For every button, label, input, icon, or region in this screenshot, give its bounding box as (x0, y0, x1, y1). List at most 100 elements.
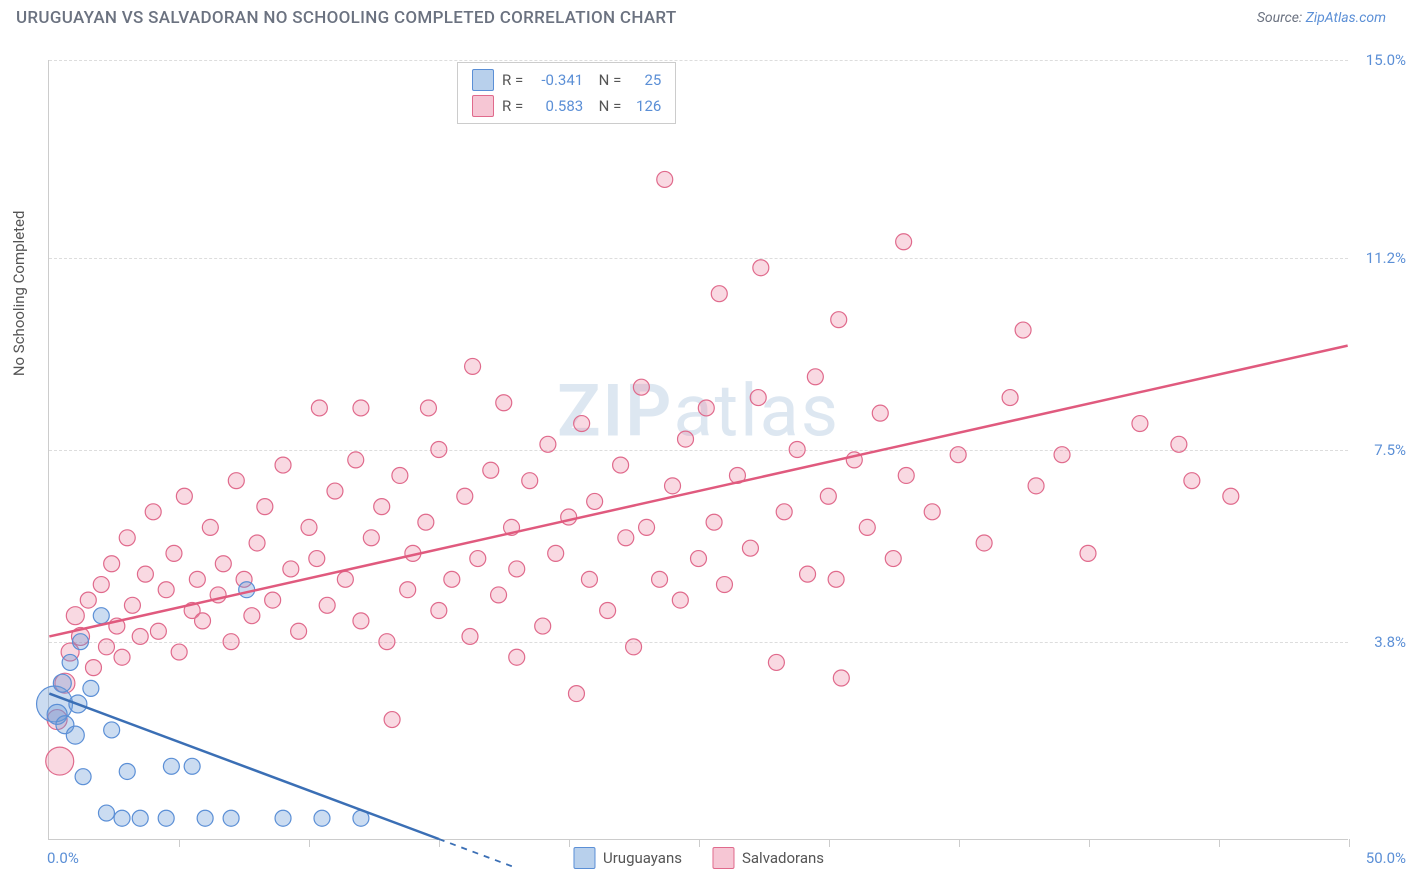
scatter-point (633, 379, 649, 395)
x-tick-mark (959, 839, 960, 847)
scatter-point (337, 571, 353, 587)
scatter-point (420, 400, 436, 416)
scatter-point (311, 400, 327, 416)
bottom-legend: Uruguayans Salvadorans (573, 847, 824, 869)
scatter-point (158, 810, 174, 826)
scatter-point (150, 623, 166, 639)
scatter-point (132, 810, 148, 826)
swatch-series1 (472, 69, 494, 91)
scatter-point (166, 545, 182, 561)
scatter-point (600, 603, 616, 619)
scatter-point (462, 628, 478, 644)
scatter-point (73, 634, 89, 650)
scatter-point (540, 436, 556, 452)
scatter-point (400, 582, 416, 598)
scatter-point (327, 483, 343, 499)
scatter-point (1002, 390, 1018, 406)
scatter-point (163, 758, 179, 774)
chart-plot-area: No Schooling Completed 3.8%7.5%11.2%15.0… (48, 60, 1348, 840)
scatter-point (291, 623, 307, 639)
scatter-point (249, 535, 265, 551)
scatter-point (548, 545, 564, 561)
x-tick-mark (829, 839, 830, 847)
scatter-point (568, 686, 584, 702)
scatter-point (98, 805, 114, 821)
stat-r-value-1: -0.341 (531, 67, 583, 93)
scatter-point (132, 628, 148, 644)
scatter-point (1080, 545, 1096, 561)
chart-source: Source: ZipAtlas.com (1257, 10, 1386, 26)
scatter-point (363, 530, 379, 546)
scatter-point (950, 447, 966, 463)
scatter-point (85, 660, 101, 676)
scatter-point (66, 726, 84, 744)
scatter-point (119, 763, 135, 779)
swatch-series2 (472, 95, 494, 117)
scatter-point (976, 535, 992, 551)
scatter-point (418, 514, 434, 530)
scatter-point (257, 499, 273, 515)
scatter-point (672, 592, 688, 608)
scatter-point (665, 478, 681, 494)
chart-header: URUGUAYAN VS SALVADORAN NO SCHOOLING COM… (0, 0, 1406, 36)
scatter-point (657, 171, 673, 187)
scatter-point (114, 649, 130, 665)
scatter-point (639, 519, 655, 535)
scatter-point (314, 810, 330, 826)
scatter-point (626, 639, 642, 655)
scatter-point (215, 556, 231, 572)
stat-r-label-1: R = (502, 67, 523, 93)
scatter-point (789, 442, 805, 458)
x-tick-mark (309, 839, 310, 847)
scatter-point (119, 530, 135, 546)
legend-label-series1: Uruguayans (603, 849, 682, 867)
stats-legend-box: R = -0.341 N = 25 R = 0.583 N = 126 (457, 62, 676, 124)
scatter-point (470, 551, 486, 567)
scatter-point (833, 670, 849, 686)
scatter-point (353, 400, 369, 416)
scatter-point (831, 312, 847, 328)
scatter-point (244, 608, 260, 624)
y-axis-label: No Schooling Completed (10, 210, 28, 376)
scatter-point (275, 810, 291, 826)
scatter-point (618, 530, 634, 546)
y-tick-label: 3.8% (1374, 633, 1406, 651)
scatter-point (374, 499, 390, 515)
scatter-point (753, 260, 769, 276)
scatter-point (137, 566, 153, 582)
scatter-point (1132, 416, 1148, 432)
scatter-point (301, 519, 317, 535)
scatter-point (898, 467, 914, 483)
scatter-point (239, 582, 255, 598)
x-tick-mark (699, 839, 700, 847)
scatter-point (189, 571, 205, 587)
scatter-point (104, 722, 120, 738)
scatter-point (535, 618, 551, 634)
scatter-point (711, 286, 727, 302)
scatter-point (98, 639, 114, 655)
trend-line (49, 346, 1347, 637)
scatter-point (46, 747, 74, 775)
scatter-point (716, 577, 732, 593)
scatter-point (698, 400, 714, 416)
x-tick-mark (1349, 839, 1350, 847)
scatter-plot-svg (49, 60, 1348, 839)
scatter-point (483, 462, 499, 478)
scatter-point (465, 358, 481, 374)
x-tick-mark (1089, 839, 1090, 847)
scatter-point (384, 712, 400, 728)
x-axis-max-label: 50.0% (1366, 849, 1406, 867)
scatter-point (457, 488, 473, 504)
scatter-point (93, 608, 109, 624)
scatter-point (613, 457, 629, 473)
stat-r-value-2: 0.583 (531, 93, 583, 119)
scatter-point (348, 452, 364, 468)
scatter-point (62, 654, 78, 670)
scatter-point (706, 514, 722, 530)
source-link[interactable]: ZipAtlas.com (1306, 10, 1386, 26)
scatter-point (1028, 478, 1044, 494)
scatter-point (319, 597, 335, 613)
scatter-point (509, 649, 525, 665)
scatter-point (392, 467, 408, 483)
y-tick-label: 15.0% (1366, 51, 1406, 69)
